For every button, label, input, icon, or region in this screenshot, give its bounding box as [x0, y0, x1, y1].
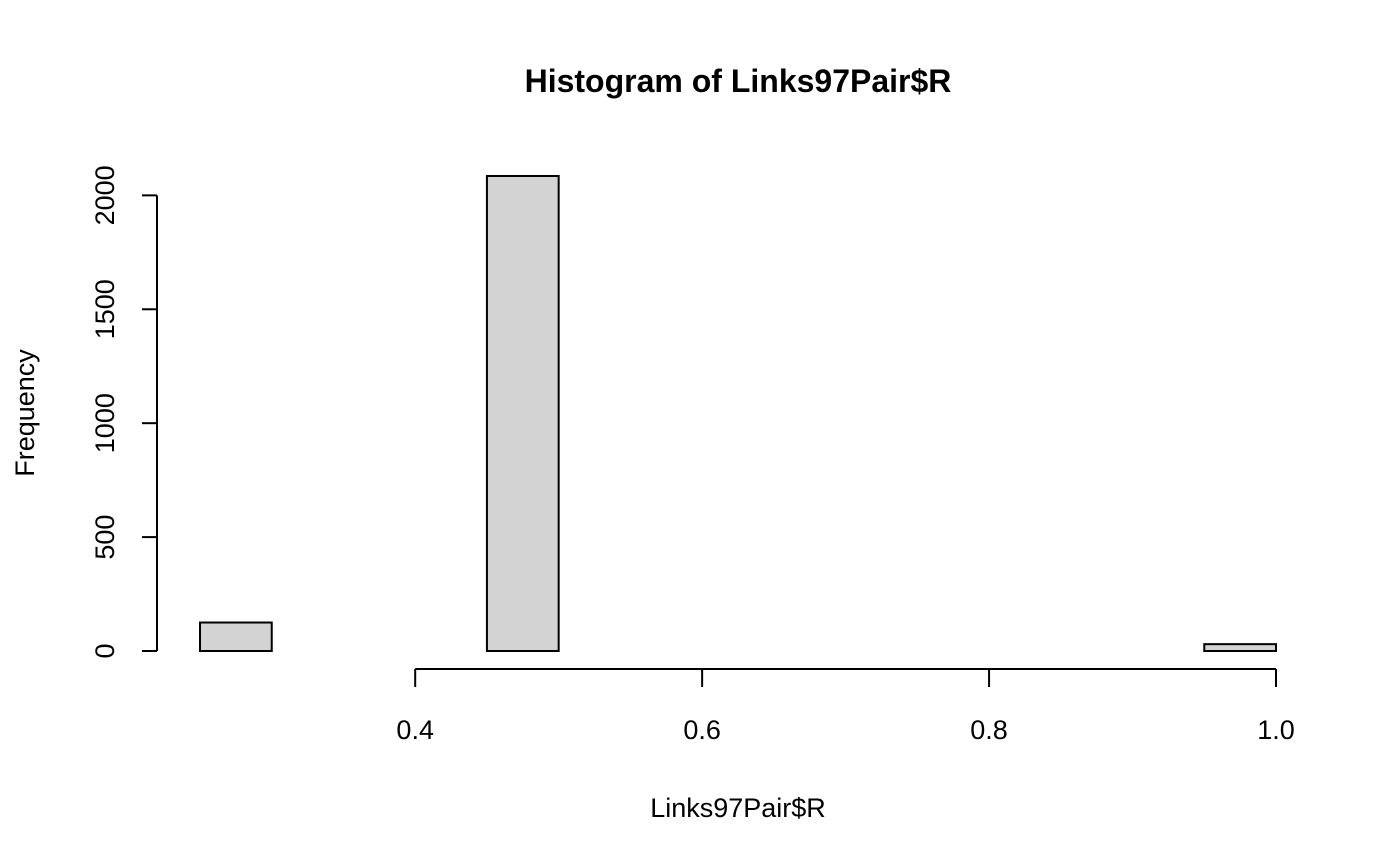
histogram-bars: [199, 175, 1278, 652]
histogram-bar: [199, 621, 273, 652]
y-tick-label: 0: [90, 643, 120, 658]
x-tick-label: 0.4: [396, 715, 434, 745]
x-axis: 0.4 0.6 0.8 1.0: [396, 668, 1295, 745]
y-axis: 0 500 1000 1500 2000: [90, 165, 158, 659]
chart-title: Histogram of Links97Pair$R: [525, 63, 952, 99]
y-tick-label: 1500: [90, 279, 120, 339]
histogram-bar: [1203, 643, 1278, 652]
y-tick-label: 1000: [90, 393, 120, 453]
histogram-bar: [485, 175, 560, 652]
y-tick-label: 2000: [90, 165, 120, 225]
x-axis-label: Links97Pair$R: [650, 793, 826, 823]
y-tick-label: 500: [90, 515, 120, 560]
y-axis-label: Frequency: [10, 349, 40, 477]
x-tick-label: 1.0: [1257, 715, 1295, 745]
x-tick-label: 0.6: [683, 715, 721, 745]
x-tick-label: 0.8: [970, 715, 1008, 745]
